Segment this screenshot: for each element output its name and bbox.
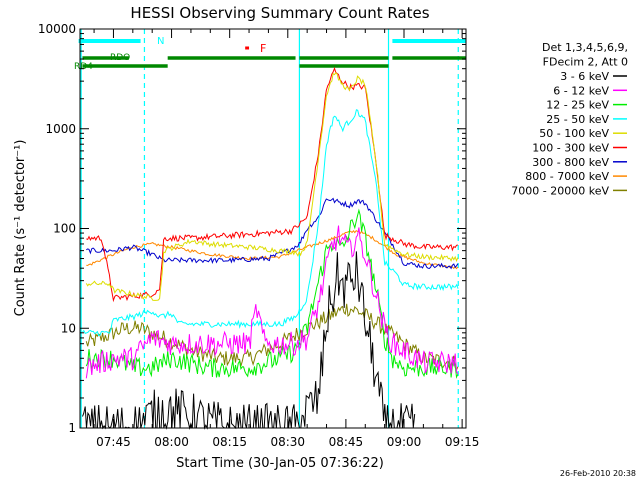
y-tick-label: 1 bbox=[68, 421, 76, 435]
x-axis-label: Start Time (30-Jan-05 07:36:22) bbox=[176, 456, 384, 471]
state-label-f: F bbox=[260, 42, 266, 55]
plot-series bbox=[82, 66, 459, 430]
series-line-800-7000-keV bbox=[86, 230, 459, 270]
y-tick-label: 10 bbox=[61, 321, 76, 335]
y-tick-label: 1000 bbox=[45, 122, 76, 136]
instrument-state-bars: N F RDO RD4 bbox=[74, 29, 466, 428]
x-tick-label: 08:00 bbox=[154, 435, 189, 449]
x-tick-label: 09:15 bbox=[445, 435, 480, 449]
state-label-n: N bbox=[157, 36, 164, 47]
series-line-50-100-keV bbox=[85, 72, 459, 301]
legend-item-label: 50 - 100 keV bbox=[539, 127, 609, 140]
legend-item-label: 12 - 25 keV bbox=[546, 99, 609, 112]
timestamp-label: 26-Feb-2010 20:38 bbox=[560, 469, 636, 478]
legend-item-label: 25 - 50 keV bbox=[546, 113, 609, 126]
legend-item-label: 3 - 6 keV bbox=[560, 70, 609, 83]
x-tick-label: 09:00 bbox=[387, 435, 422, 449]
x-tick-label: 08:30 bbox=[270, 435, 305, 449]
y-axis-label: Count Rate (s⁻¹ detector⁻¹) bbox=[13, 140, 28, 317]
legend-item-label: 7000 - 20000 keV bbox=[511, 184, 609, 197]
state-label-rd4: RD4 bbox=[74, 62, 93, 72]
legend-item-label: 800 - 7000 keV bbox=[525, 170, 609, 183]
series-line-7000-20000-keV bbox=[85, 303, 459, 372]
series-line-6-12-keV bbox=[85, 225, 459, 379]
legend: Det 1,3,4,5,6,9, FDecim 2, Att 03 - 6 keV… bbox=[511, 41, 628, 197]
legend-item-label: 100 - 300 keV bbox=[532, 142, 609, 155]
x-axis-ticks: 07:45 08:00 08:15 08:30 08:45 09:00 09:15 bbox=[93, 29, 480, 449]
series-line-3-6-keV bbox=[82, 251, 416, 430]
y-tick-label: 10000 bbox=[38, 22, 76, 36]
legend-item-label: 300 - 800 keV bbox=[532, 156, 609, 169]
series-line-12-25-keV bbox=[85, 208, 459, 379]
chart-title: HESSI Observing Summary Count Rates bbox=[130, 4, 429, 22]
series-line-25-50-keV bbox=[82, 109, 459, 337]
legend-header-line: Det 1,3,4,5,6,9, bbox=[542, 41, 628, 54]
y-axis-ticks: 1 10 100 1000 10000 bbox=[38, 22, 466, 435]
legend-header-line: FDecim 2, Att 0 bbox=[543, 56, 628, 69]
legend-item-label: 6 - 12 keV bbox=[553, 84, 609, 97]
x-tick-label: 08:45 bbox=[329, 435, 364, 449]
y-tick-label: 100 bbox=[53, 222, 76, 236]
x-tick-label: 07:45 bbox=[96, 435, 131, 449]
x-tick-label: 08:15 bbox=[212, 435, 247, 449]
state-label-rdo: RDO bbox=[110, 53, 130, 63]
